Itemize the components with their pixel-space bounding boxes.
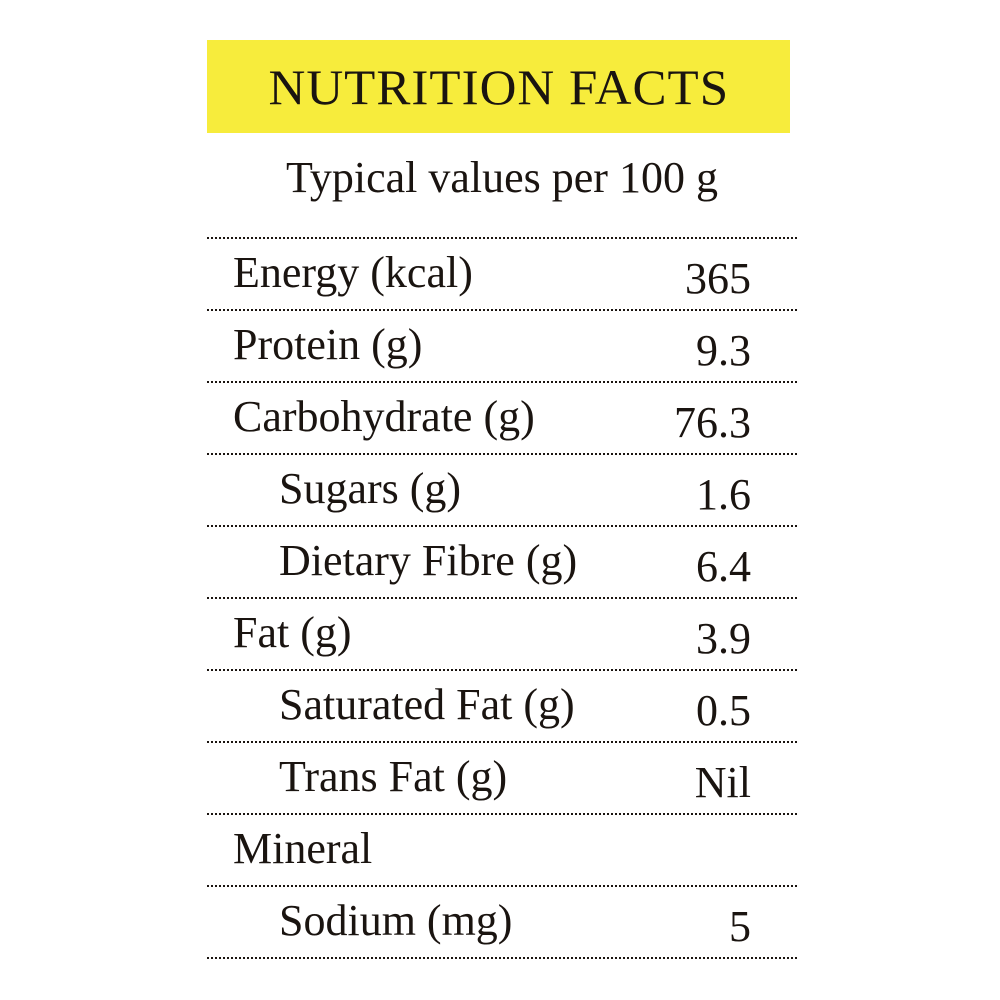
nutrient-label: Saturated Fat (g) <box>279 680 575 729</box>
table-row: Sugars (g) 1.6 <box>207 453 797 525</box>
subtitle: Typical values per 100 g <box>286 153 718 202</box>
nutrient-label: Energy (kcal) <box>233 248 473 297</box>
table-row: Trans Fat (g) Nil <box>207 741 797 813</box>
nutrient-label: Carbohydrate (g) <box>233 392 535 441</box>
table-row: Sodium (mg) 5 <box>207 885 797 959</box>
nutrient-label: Dietary Fibre (g) <box>279 536 578 585</box>
nutrient-value: 76.3 <box>674 398 751 447</box>
nutrient-label: Protein (g) <box>233 320 423 369</box>
table-row: Energy (kcal) 365 <box>207 237 797 309</box>
table-row: Fat (g) 3.9 <box>207 597 797 669</box>
table-row: Protein (g) 9.3 <box>207 309 797 381</box>
nutrient-value: 5 <box>729 902 751 951</box>
nutrient-value: 6.4 <box>696 542 751 591</box>
title: NUTRITION FACTS <box>268 58 729 115</box>
nutrient-value: 9.3 <box>696 326 751 375</box>
title-banner: NUTRITION FACTS <box>207 40 790 133</box>
nutrient-value: 0.5 <box>696 686 751 735</box>
table-row: Dietary Fibre (g) 6.4 <box>207 525 797 597</box>
nutrient-label: Mineral <box>233 824 373 873</box>
nutrient-value: 365 <box>685 254 751 303</box>
nutrient-label: Trans Fat (g) <box>279 752 508 801</box>
nutrient-label: Sugars (g) <box>279 464 462 513</box>
nutrient-value: Nil <box>694 758 751 807</box>
nutrient-value: 1.6 <box>696 470 751 519</box>
nutrient-label: Sodium (mg) <box>279 896 513 945</box>
nutrition-table: Energy (kcal) 365 Protein (g) 9.3 Carbohydra… <box>207 237 797 959</box>
table-row: Saturated Fat (g) 0.5 <box>207 669 797 741</box>
table-row: Carbohydrate (g) 76.3 <box>207 381 797 453</box>
nutrient-label: Fat (g) <box>233 608 352 657</box>
table-row: Mineral <box>207 813 797 885</box>
nutrient-value: 3.9 <box>696 614 751 663</box>
